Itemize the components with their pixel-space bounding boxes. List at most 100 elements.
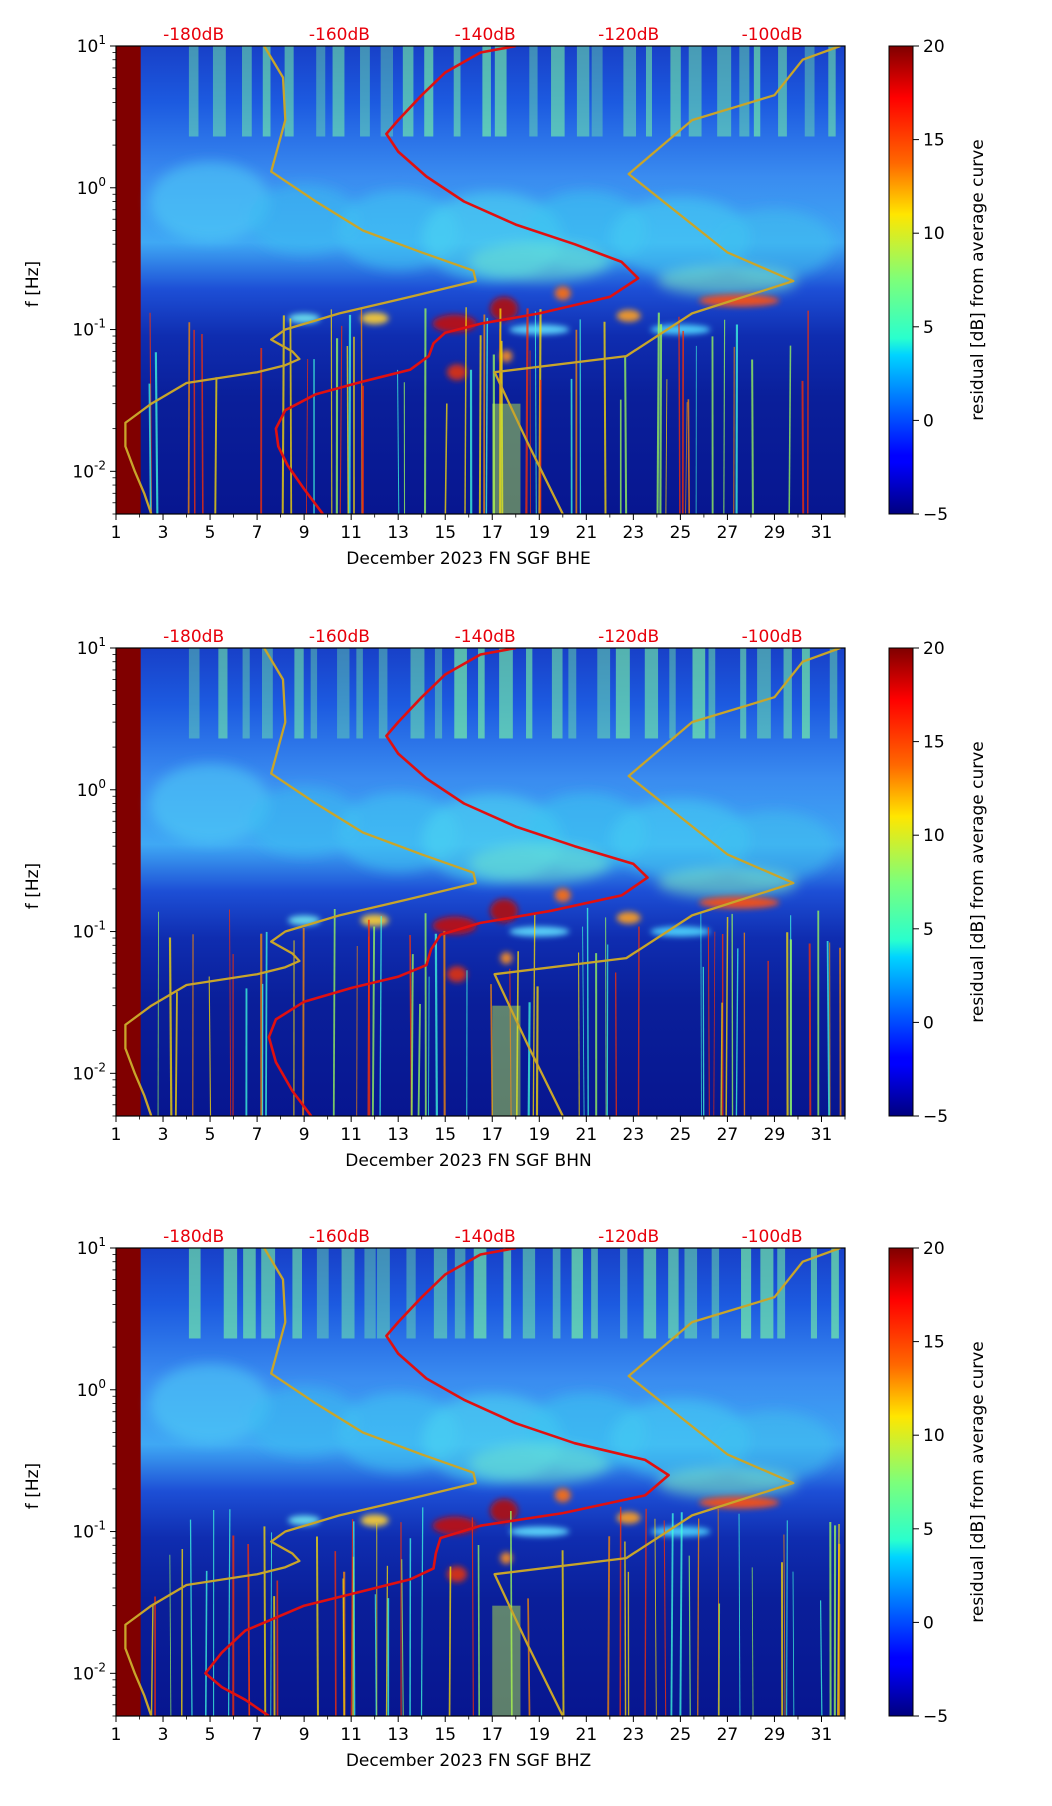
db-scale-label: -140dB [455, 1227, 516, 1247]
x-tick-label: 5 [205, 1125, 216, 1145]
db-scale-label: -120dB [598, 627, 659, 647]
median-psd-curve [267, 648, 649, 1116]
x-tick-label: 17 [481, 523, 503, 543]
colorbar-tick-label: 0 [923, 411, 934, 431]
colorbar-tick-label: 5 [923, 1520, 934, 1540]
no-data-band [116, 46, 141, 514]
x-tick-label: 7 [252, 523, 263, 543]
y-tick-label: 10-2 [72, 458, 106, 482]
db-scale-label: -140dB [455, 25, 516, 45]
y-tick-label: 101 [77, 1235, 106, 1259]
noise-model-curve [493, 46, 841, 514]
x-tick-label: 11 [340, 1725, 362, 1745]
x-tick-label: 15 [434, 1125, 456, 1145]
x-tick-label: 29 [764, 1725, 786, 1745]
transient-streaks [157, 907, 842, 1116]
x-tick-label: 7 [252, 1725, 263, 1745]
y-tick-label: 100 [77, 777, 106, 801]
db-scale-label: -160dB [309, 1227, 370, 1247]
x-tick-label: 3 [158, 523, 169, 543]
noise-model-curve [124, 648, 477, 1116]
y-tick-label: 10-1 [72, 1519, 106, 1543]
median-psd-curve [204, 1248, 670, 1716]
y-tick-label: 10-1 [72, 919, 106, 943]
colorbar-tick-label: 20 [923, 639, 945, 659]
y-tick-label: 10-1 [72, 317, 106, 341]
db-scale-label: -100dB [742, 25, 803, 45]
x-tick-label: 29 [764, 1125, 786, 1145]
x-tick-label: 5 [205, 523, 216, 543]
x-tick-label: 27 [717, 523, 739, 543]
x-tick-label: 9 [299, 1125, 310, 1145]
x-tick-label: 27 [717, 1725, 739, 1745]
x-tick-label: 9 [299, 1725, 310, 1745]
colorbar-label: residual [dB] from average curve [968, 741, 988, 1022]
x-tick-label: 23 [623, 1725, 645, 1745]
x-axis-label: December 2023 FN SGF BHE [346, 549, 590, 569]
colorbar-tick-label: −5 [923, 505, 948, 525]
x-tick-label: 15 [434, 523, 456, 543]
x-tick-label: 15 [434, 1725, 456, 1745]
microseism-cloud [150, 763, 835, 899]
y-tick-label: 100 [77, 1377, 106, 1401]
energy-hotspots [288, 286, 780, 381]
colorbar-tick-label: 20 [923, 37, 945, 57]
y-axis-label: f [Hz] [23, 1463, 43, 1509]
heatmap-area [116, 46, 845, 514]
x-tick-label: 19 [528, 1125, 550, 1145]
y-tick-label: 100 [77, 175, 106, 199]
colorbar-tick-label: −5 [923, 1107, 948, 1127]
db-scale-label: -160dB [309, 25, 370, 45]
x-tick-label: 3 [158, 1725, 169, 1745]
microseism-cloud [150, 161, 835, 297]
cultural-noise-bands [188, 46, 836, 137]
colorbar-tick-label: 15 [923, 1333, 945, 1353]
spectrogram-panel-bhn: 1 3 5 7 9 11 13 15 17 19 21 23 25 27 29 3110-210-110010… [23, 627, 988, 1171]
x-tick-label: 25 [670, 1725, 692, 1745]
colorbar-tick-label: 20 [923, 1239, 945, 1259]
colorbar-tick-label: 10 [923, 826, 945, 846]
colorbar-label: residual [dB] from average curve [968, 1341, 988, 1622]
no-data-band [116, 648, 141, 1116]
db-scale-label: -140dB [455, 627, 516, 647]
x-tick-label: 1 [111, 523, 122, 543]
colorbar-tick-label: 10 [923, 224, 945, 244]
event-column [492, 1005, 521, 1116]
x-tick-label: 31 [811, 1125, 833, 1145]
axes-frame [115, 1247, 846, 1717]
noise-model-curve [124, 1248, 477, 1716]
axes-frame [115, 647, 846, 1117]
x-tick-label: 17 [481, 1725, 503, 1745]
event-column [492, 403, 521, 514]
db-scale-label: -160dB [309, 627, 370, 647]
x-tick-label: 25 [670, 1125, 692, 1145]
colorbar [888, 647, 914, 1117]
median-psd-curve [274, 46, 640, 514]
x-tick-label: 13 [387, 523, 409, 543]
x-tick-label: 27 [717, 1125, 739, 1145]
axes-frame [115, 45, 846, 515]
x-tick-label: 11 [340, 523, 362, 543]
x-tick-label: 23 [623, 1125, 645, 1145]
y-tick-label: 101 [77, 33, 106, 57]
x-tick-label: 31 [811, 1725, 833, 1745]
x-tick-label: 21 [576, 523, 598, 543]
colorbar-tick-label: −5 [923, 1707, 948, 1727]
x-tick-label: 13 [387, 1725, 409, 1745]
transient-streaks [150, 1506, 841, 1716]
heatmap-area [116, 648, 845, 1116]
cultural-noise-bands [188, 1248, 839, 1339]
colorbar-label: residual [dB] from average curve [968, 139, 988, 420]
x-tick-label: 5 [205, 1725, 216, 1745]
y-axis-label: f [Hz] [23, 261, 43, 307]
colorbar [888, 45, 914, 515]
colorbar-tick-label: 15 [923, 131, 945, 151]
db-scale-label: -180dB [163, 25, 224, 45]
colorbar-tick-label: 15 [923, 733, 945, 753]
noise-model-curve [493, 1248, 841, 1716]
transient-streaks [148, 307, 809, 514]
x-tick-label: 9 [299, 523, 310, 543]
y-tick-label: 101 [77, 635, 106, 659]
microseism-cloud [150, 1363, 835, 1499]
